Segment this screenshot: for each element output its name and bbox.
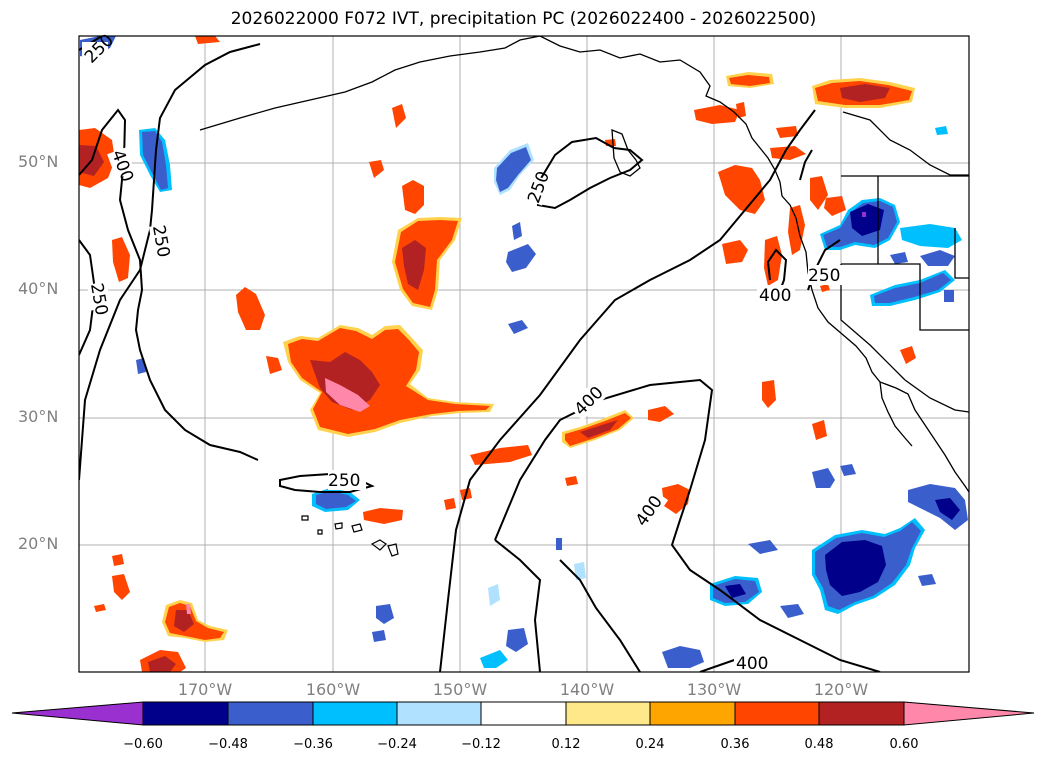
map-frame [78, 35, 970, 673]
lon-label: 130°W [686, 680, 742, 699]
lon-label: 120°W [813, 680, 869, 699]
lat-label: 20°N [18, 534, 59, 553]
lat-label: 30°N [18, 407, 59, 426]
contour-label-masks [82, 42, 846, 672]
colorbar-bin [649, 701, 736, 726]
colorbar-tick-label: −0.60 [123, 737, 163, 752]
colorbar-bin [565, 701, 651, 726]
colorbar-bin [396, 701, 482, 726]
colorbar [11, 701, 1035, 726]
lon-label: 170°W [177, 680, 233, 699]
colorbar-bin [818, 701, 905, 726]
contour-labels: 250 400 250 250 250 250 400 400 250 400 … [81, 30, 841, 674]
contour-label: 250 [148, 224, 173, 259]
map-title: 2026022000 F072 IVT, precipitation PC (2… [230, 9, 817, 29]
contour-label: 400 [736, 654, 768, 674]
lon-label: 160°W [305, 680, 361, 699]
colorbar-tick-label: −0.48 [208, 737, 248, 752]
colorbar-extend-high [903, 701, 1035, 726]
negative-anomaly-regions [80, 36, 968, 668]
contour-label: 250 [86, 282, 111, 317]
colorbar-tick-label: 0.48 [804, 737, 834, 752]
contour-label: 250 [524, 169, 554, 206]
colorbar-tick-label: 0.24 [635, 737, 665, 752]
colorbar-extend-low [11, 701, 144, 726]
colorbar-tick-label: 0.60 [889, 737, 919, 752]
colorbar-bin [480, 701, 567, 726]
contour-label: 250 [328, 471, 360, 491]
colorbar-tick-label: 0.36 [720, 737, 750, 752]
colorbar-bin [734, 701, 820, 726]
colorbar-tick-label: −0.24 [377, 737, 417, 752]
colorbar-bin [142, 701, 229, 726]
colorbar-tick-label: −0.12 [461, 737, 501, 752]
contour-label: 400 [759, 286, 791, 306]
lon-label: 140°W [559, 680, 615, 699]
colorbar-tick-label: −0.36 [293, 737, 333, 752]
colorbar-bin [312, 701, 398, 726]
colorbar-bin [227, 701, 314, 726]
contour-label: 400 [107, 147, 137, 184]
lat-label: 40°N [18, 279, 59, 298]
lon-label: 150°W [432, 680, 488, 699]
lat-label: 50°N [18, 152, 59, 171]
colorbar-tick-label: 0.12 [551, 737, 581, 752]
contour-label: 250 [808, 266, 840, 286]
ivt-contours [79, 36, 881, 672]
islands [301, 515, 399, 557]
